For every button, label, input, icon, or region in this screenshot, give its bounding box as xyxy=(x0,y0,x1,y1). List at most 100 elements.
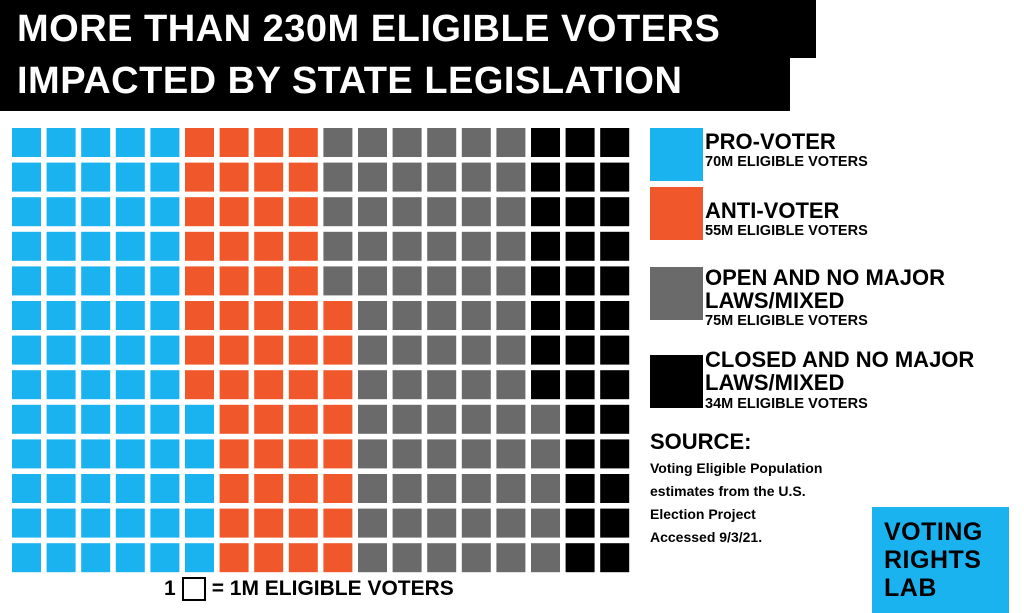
waffle-square-open xyxy=(427,335,457,365)
legend-label-pro-voter: PRO-VOTER xyxy=(705,129,836,154)
waffle-square-anti-voter xyxy=(288,543,318,573)
waffle-square-closed xyxy=(531,370,560,400)
waffle-square-open xyxy=(461,543,491,573)
waffle-square-open xyxy=(358,266,387,296)
legend-swatch-pro-voter xyxy=(650,128,703,181)
logo-text-line: LAB xyxy=(884,574,937,602)
waffle-square-anti-voter xyxy=(254,301,284,330)
waffle-square-anti-voter xyxy=(323,439,353,469)
waffle-square-anti-voter xyxy=(288,231,318,261)
waffle-square-anti-voter xyxy=(185,197,214,227)
waffle-square-open xyxy=(427,543,457,573)
waffle-square-pro-voter xyxy=(46,266,76,296)
waffle-square-anti-voter xyxy=(323,301,353,330)
waffle-square-open xyxy=(323,197,353,227)
waffle-square-anti-voter xyxy=(219,162,249,192)
legend-label-open-line-1: OPEN AND NO MAJOR xyxy=(705,265,945,290)
waffle-square-anti-voter xyxy=(219,335,249,365)
waffle-square-open xyxy=(461,266,491,296)
waffle-square-anti-voter xyxy=(219,439,249,469)
waffle-square-open xyxy=(392,335,422,365)
waffle-square-open xyxy=(496,335,526,365)
waffle-square-pro-voter xyxy=(46,197,76,227)
legend-swatch-anti-voter xyxy=(650,187,703,240)
waffle-square-anti-voter xyxy=(254,543,284,573)
source-line: estimates from the U.S. xyxy=(650,483,806,499)
waffle-square-closed xyxy=(565,543,595,573)
waffle-square-pro-voter xyxy=(185,508,214,538)
waffle-square-pro-voter xyxy=(12,439,41,469)
waffle-square-open xyxy=(427,508,457,538)
title-background xyxy=(0,0,816,58)
waffle-square-anti-voter xyxy=(288,301,318,330)
legend-swatch-closed xyxy=(650,355,703,408)
waffle-square-open xyxy=(358,474,387,503)
unit-key-count: 1 xyxy=(164,577,176,600)
waffle-square-pro-voter xyxy=(46,370,76,400)
waffle-square-anti-voter xyxy=(219,508,249,538)
waffle-square-open xyxy=(427,197,457,227)
waffle-square-pro-voter xyxy=(81,474,111,503)
waffle-square-anti-voter xyxy=(185,162,214,192)
waffle-square-anti-voter xyxy=(288,474,318,503)
waffle-square-anti-voter xyxy=(288,439,318,469)
waffle-square-open xyxy=(427,128,457,157)
waffle-square-pro-voter xyxy=(150,370,180,400)
waffle-square-anti-voter xyxy=(185,370,214,400)
waffle-square-pro-voter xyxy=(150,335,180,365)
waffle-square-open xyxy=(461,439,491,469)
waffle-square-open xyxy=(461,231,491,261)
waffle-square-pro-voter xyxy=(115,162,145,192)
waffle-square-pro-voter xyxy=(115,197,145,227)
waffle-square-open xyxy=(392,301,422,330)
waffle-square-closed xyxy=(531,128,560,157)
waffle-square-pro-voter xyxy=(185,474,214,503)
waffle-square-open xyxy=(427,231,457,261)
legend-label-closed-line-1: CLOSED AND NO MAJOR xyxy=(705,347,975,372)
waffle-square-open xyxy=(358,439,387,469)
waffle-square-pro-voter xyxy=(115,128,145,157)
waffle-square-anti-voter xyxy=(323,370,353,400)
waffle-square-pro-voter xyxy=(46,439,76,469)
waffle-square-closed xyxy=(565,128,595,157)
legend-label-closed-line-2: LAWS/MIXED xyxy=(705,370,845,395)
waffle-square-pro-voter xyxy=(150,543,180,573)
waffle-square-anti-voter xyxy=(185,231,214,261)
waffle-square-open xyxy=(427,439,457,469)
waffle-square-open xyxy=(427,266,457,296)
waffle-square-pro-voter xyxy=(12,128,41,157)
waffle-square-closed xyxy=(531,162,560,192)
waffle-square-closed xyxy=(565,508,595,538)
waffle-square-anti-voter xyxy=(219,301,249,330)
waffle-square-anti-voter xyxy=(254,335,284,365)
waffle-square-open xyxy=(358,301,387,330)
waffle-square-pro-voter xyxy=(115,508,145,538)
waffle-square-anti-voter xyxy=(323,474,353,503)
waffle-square-pro-voter xyxy=(115,335,145,365)
waffle-square-anti-voter xyxy=(254,266,284,296)
waffle-square-anti-voter xyxy=(254,197,284,227)
waffle-square-pro-voter xyxy=(185,439,214,469)
waffle-square-open xyxy=(358,197,387,227)
waffle-square-anti-voter xyxy=(288,404,318,434)
waffle-square-closed xyxy=(565,474,595,503)
waffle-square-pro-voter xyxy=(115,266,145,296)
waffle-square-pro-voter xyxy=(115,370,145,400)
waffle-square-anti-voter xyxy=(323,543,353,573)
waffle-square-open xyxy=(531,508,560,538)
waffle-square-pro-voter xyxy=(46,404,76,434)
waffle-square-closed xyxy=(600,301,630,330)
waffle-square-open xyxy=(427,301,457,330)
waffle-square-pro-voter xyxy=(115,404,145,434)
legend-value-open: 75M ELIGIBLE VOTERS xyxy=(705,313,868,329)
waffle-square-open xyxy=(496,197,526,227)
waffle-square-pro-voter xyxy=(150,404,180,434)
waffle-square-open xyxy=(358,543,387,573)
waffle-square-anti-voter xyxy=(288,370,318,400)
waffle-square-pro-voter xyxy=(150,301,180,330)
waffle-square-open xyxy=(427,370,457,400)
waffle-square-open xyxy=(531,543,560,573)
waffle-square-closed xyxy=(600,197,630,227)
waffle-square-pro-voter xyxy=(185,404,214,434)
voting-rights-lab-logo: VOTING RIGHTS LAB xyxy=(872,507,1009,613)
